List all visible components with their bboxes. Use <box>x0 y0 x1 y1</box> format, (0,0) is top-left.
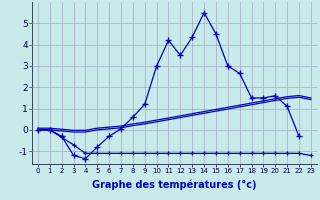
X-axis label: Graphe des températures (°c): Graphe des températures (°c) <box>92 180 257 190</box>
